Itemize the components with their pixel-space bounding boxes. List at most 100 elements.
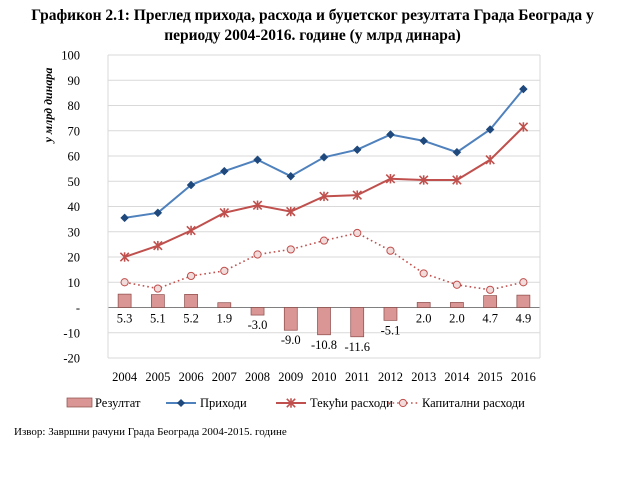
y-tick-label: 50 bbox=[68, 175, 81, 189]
point-kapitalni-rashodi bbox=[186, 271, 196, 281]
x-tick-label: 2016 bbox=[511, 370, 536, 384]
x-tick-label: 2006 bbox=[179, 370, 204, 384]
point-prihodi bbox=[219, 166, 229, 176]
bar-rezultat bbox=[150, 294, 165, 308]
bar-rezultat bbox=[416, 302, 431, 308]
point-tekuci-rashodi bbox=[385, 173, 396, 184]
point-tekuci-rashodi bbox=[119, 252, 130, 262]
y-tick-label: -20 bbox=[63, 352, 80, 366]
point-prihodi bbox=[519, 84, 528, 94]
bar-data-label: 4.9 bbox=[516, 312, 532, 326]
y-tick-label: 60 bbox=[68, 150, 81, 164]
point-kapitalni-rashodi bbox=[319, 236, 329, 245]
point-kapitalni-rashodi bbox=[519, 278, 528, 287]
legend-marker-kapitalni-rashodi bbox=[398, 398, 408, 408]
point-tekuci-rashodi bbox=[319, 191, 329, 202]
bar-rezultat bbox=[516, 294, 531, 308]
point-kapitalni-rashodi bbox=[253, 250, 262, 259]
point-prihodi bbox=[120, 213, 129, 223]
bar-data-label: 4.7 bbox=[482, 312, 498, 326]
legend-label-kapitalni-rashodi: Капитални расходи bbox=[422, 396, 525, 410]
y-tick-label: 20 bbox=[68, 251, 81, 265]
point-kapitalni-rashodi bbox=[419, 269, 428, 278]
bar-data-label: 5.3 bbox=[117, 312, 133, 326]
legend-label-prihodi: Приходи bbox=[200, 396, 247, 410]
x-tick-label: 2012 bbox=[378, 370, 403, 384]
legend-label-tekuci-rashodi: Текући расходи bbox=[310, 396, 393, 410]
bar-rezultat bbox=[450, 302, 464, 308]
y-tick-label: 40 bbox=[68, 200, 81, 214]
point-tekuci-rashodi bbox=[219, 208, 230, 218]
point-prihodi bbox=[186, 180, 196, 190]
bar-rezultat bbox=[483, 295, 498, 308]
legend-label-rezultat: Резултат bbox=[95, 396, 141, 410]
source-note: Извор: Завршни рачуни Града Београда 200… bbox=[14, 426, 287, 438]
point-tekuci-rashodi bbox=[252, 200, 263, 211]
x-tick-label: 2008 bbox=[245, 370, 270, 384]
bar-rezultat bbox=[250, 307, 265, 316]
point-tekuci-rashodi bbox=[518, 122, 529, 132]
y-tick-label: 90 bbox=[68, 74, 81, 88]
point-prihodi bbox=[485, 125, 495, 134]
bar-rezultat bbox=[217, 302, 232, 308]
x-tick-label: 2004 bbox=[112, 370, 138, 384]
bar-rezultat bbox=[350, 307, 365, 338]
y-tick-label: 100 bbox=[61, 49, 80, 63]
bar-rezultat bbox=[184, 294, 198, 308]
bar-rezultat bbox=[383, 307, 398, 321]
bar-data-label: 1.9 bbox=[216, 312, 232, 326]
point-tekuci-rashodi bbox=[286, 206, 296, 217]
bar-data-label: -3.0 bbox=[248, 318, 268, 332]
x-tick-label: 2015 bbox=[478, 370, 503, 384]
chart-title-line-1: Графикон 2.1: Преглед прихода, расхода и… bbox=[31, 7, 594, 24]
y-tick-label: 30 bbox=[68, 225, 81, 239]
x-tick-label: 2014 bbox=[444, 370, 470, 384]
point-prihodi bbox=[286, 171, 296, 181]
bar-data-label: 5.1 bbox=[150, 312, 166, 326]
point-tekuci-rashodi bbox=[153, 240, 163, 251]
y-tick-label: - bbox=[76, 301, 80, 315]
bar-data-label: 2.0 bbox=[416, 312, 432, 326]
legend-swatch-rezultat bbox=[66, 397, 93, 408]
point-prihodi bbox=[419, 136, 429, 146]
y-axis-label: у млрд динара bbox=[41, 68, 55, 145]
bar-data-label: -5.1 bbox=[381, 323, 401, 337]
legend-marker-tekuci-rashodi bbox=[286, 398, 296, 408]
y-tick-label: -10 bbox=[63, 326, 80, 340]
point-tekuci-rashodi bbox=[186, 225, 196, 236]
point-tekuci-rashodi bbox=[452, 175, 462, 185]
point-prihodi bbox=[319, 152, 329, 162]
bar-data-label: 2.0 bbox=[449, 312, 465, 326]
point-kapitalni-rashodi bbox=[452, 280, 462, 289]
x-tick-label: 2005 bbox=[145, 370, 170, 384]
point-kapitalni-rashodi bbox=[486, 285, 495, 294]
bar-data-label: -10.8 bbox=[311, 338, 337, 352]
point-kapitalni-rashodi bbox=[220, 266, 229, 275]
point-kapitalni-rashodi bbox=[353, 228, 362, 238]
chart-title-line-2: периоду 2004-2016. године (у млрд динара… bbox=[164, 27, 461, 44]
point-tekuci-rashodi bbox=[485, 155, 495, 165]
point-prihodi bbox=[452, 147, 462, 157]
point-prihodi bbox=[153, 208, 163, 218]
y-tick-label: 80 bbox=[68, 99, 81, 113]
point-kapitalni-rashodi bbox=[153, 284, 162, 293]
point-tekuci-rashodi bbox=[418, 175, 429, 185]
bar-rezultat bbox=[317, 307, 331, 336]
point-kapitalni-rashodi bbox=[286, 245, 295, 254]
chart-title: Графикон 2.1: Преглед прихода, расхода и… bbox=[20, 6, 605, 46]
point-prihodi bbox=[352, 145, 362, 155]
point-prihodi bbox=[386, 130, 395, 139]
bar-rezultat bbox=[283, 307, 298, 331]
y-tick-label: 10 bbox=[68, 276, 81, 290]
point-kapitalni-rashodi bbox=[386, 246, 395, 255]
x-tick-label: 2009 bbox=[278, 370, 303, 384]
bar-data-label: 5.2 bbox=[183, 312, 199, 326]
bar-data-label: -9.0 bbox=[281, 333, 301, 347]
bar-rezultat bbox=[117, 293, 132, 308]
legend-marker-prihodi bbox=[177, 399, 185, 407]
x-tick-label: 2013 bbox=[411, 370, 436, 384]
x-tick-label: 2011 bbox=[345, 370, 370, 384]
bar-data-label: -11.6 bbox=[344, 340, 370, 354]
x-tick-label: 2010 bbox=[312, 370, 337, 384]
